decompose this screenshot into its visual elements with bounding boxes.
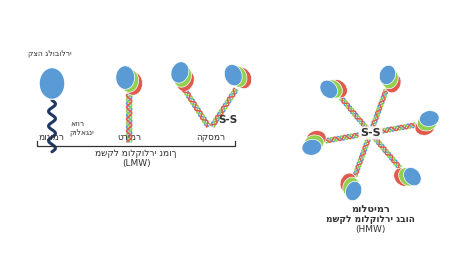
Ellipse shape	[306, 131, 326, 147]
Text: הקסמר: הקסמר	[196, 133, 225, 142]
Ellipse shape	[417, 115, 437, 131]
Text: קצה גלובולרי: קצה גלובולרי	[28, 49, 72, 58]
Ellipse shape	[394, 168, 411, 186]
Ellipse shape	[379, 65, 396, 85]
Text: S-S: S-S	[218, 115, 237, 125]
Ellipse shape	[120, 69, 138, 92]
Text: קולאגני: קולאגני	[70, 127, 95, 136]
Text: (HMW): (HMW)	[356, 225, 386, 234]
Text: משקל מולקולרי גבוה: משקל מולקולרי גבוה	[326, 215, 415, 224]
Ellipse shape	[124, 72, 143, 95]
Ellipse shape	[330, 80, 347, 98]
Text: מולטימר: מולטימר	[351, 204, 390, 214]
Ellipse shape	[403, 167, 421, 186]
Ellipse shape	[171, 62, 189, 83]
Text: S-S: S-S	[360, 128, 381, 138]
Text: (LMW): (LMW)	[122, 159, 150, 168]
Ellipse shape	[385, 74, 401, 93]
Text: משקל מולקולרי נמוך: משקל מולקולרי נמוך	[95, 149, 177, 158]
Ellipse shape	[173, 66, 191, 87]
Text: מונומר: מונומר	[39, 133, 65, 142]
Ellipse shape	[343, 177, 359, 197]
Ellipse shape	[39, 68, 65, 99]
Ellipse shape	[229, 66, 247, 87]
Ellipse shape	[419, 111, 439, 127]
Ellipse shape	[382, 69, 398, 89]
Ellipse shape	[399, 168, 416, 186]
Ellipse shape	[340, 173, 356, 192]
Ellipse shape	[304, 135, 324, 151]
Ellipse shape	[302, 139, 322, 155]
Text: אזור: אזור	[70, 119, 84, 127]
Ellipse shape	[234, 67, 252, 89]
Text: טרימר: טרימר	[117, 133, 141, 142]
Ellipse shape	[320, 80, 337, 98]
Ellipse shape	[176, 70, 194, 91]
Ellipse shape	[415, 119, 435, 135]
Ellipse shape	[116, 66, 135, 89]
Ellipse shape	[346, 181, 362, 201]
Ellipse shape	[224, 64, 242, 86]
Ellipse shape	[325, 80, 342, 98]
